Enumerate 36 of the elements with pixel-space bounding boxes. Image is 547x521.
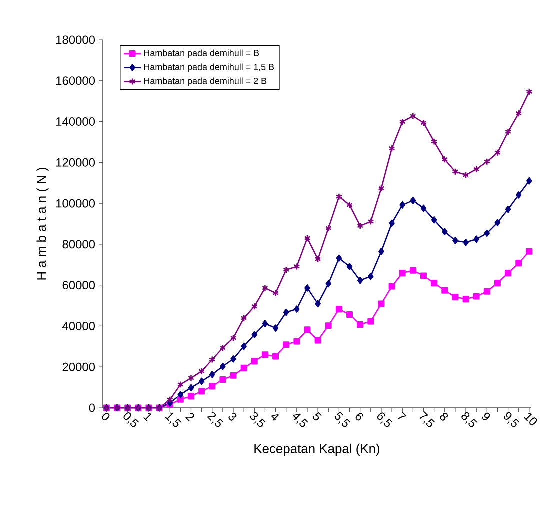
y-tick-label: 160000 bbox=[56, 76, 96, 86]
x-tick-label: 8 bbox=[440, 412, 448, 421]
x-tick-label: 1,5 bbox=[165, 412, 182, 428]
y-tick-label: 100000 bbox=[56, 199, 96, 208]
x-tick-label: 3,5 bbox=[250, 412, 266, 428]
x-tick-label: 2,5 bbox=[207, 412, 224, 428]
x-tick-label: 7,5 bbox=[420, 411, 436, 428]
y-tick-label: 140000 bbox=[56, 118, 96, 126]
legend-label: Hambatan pada demihull = 1,5 B bbox=[144, 64, 274, 72]
x-tick-label: 1 bbox=[144, 413, 152, 422]
x-axis-title: Kecepatan Kapal (Kn) bbox=[254, 444, 380, 456]
x-tick-label: 9,5 bbox=[504, 412, 520, 428]
x-tick-label: 10 bbox=[524, 413, 538, 426]
x-tick-label: 4,5 bbox=[292, 414, 308, 428]
y-tick-label: 20000 bbox=[62, 362, 96, 372]
y-tick-label: 180000 bbox=[56, 36, 96, 44]
x-tick-label: 9 bbox=[482, 412, 490, 420]
x-tick-label: 3 bbox=[228, 412, 237, 421]
y-axis-title: H a m b a t a n ( N ) bbox=[36, 168, 49, 280]
x-tick-label: 6,5 bbox=[377, 412, 393, 428]
y-tick-label: 60000 bbox=[62, 281, 96, 290]
legend-label: Hambatan pada demihull = 2 B bbox=[144, 78, 267, 86]
y-tick-label: 0 bbox=[89, 404, 96, 412]
x-tick-label: 5,5 bbox=[334, 412, 351, 428]
y-tick-label: 120000 bbox=[56, 158, 96, 167]
x-tick-label: 2 bbox=[186, 412, 194, 422]
legend-label: Hambatan pada demihull = B bbox=[144, 50, 260, 58]
x-tick-label: 0,5 bbox=[124, 412, 140, 428]
x-tick-label: 4 bbox=[271, 414, 280, 422]
x-tick-label: 7 bbox=[398, 412, 407, 420]
y-tick-label: 80000 bbox=[62, 240, 96, 249]
x-tick-label: 5 bbox=[313, 412, 322, 421]
x-tick-label: 6 bbox=[356, 413, 364, 421]
y-tick-label: 40000 bbox=[62, 322, 96, 330]
x-tick-label: 0 bbox=[102, 412, 110, 421]
x-tick-label: 8,5 bbox=[462, 412, 478, 428]
